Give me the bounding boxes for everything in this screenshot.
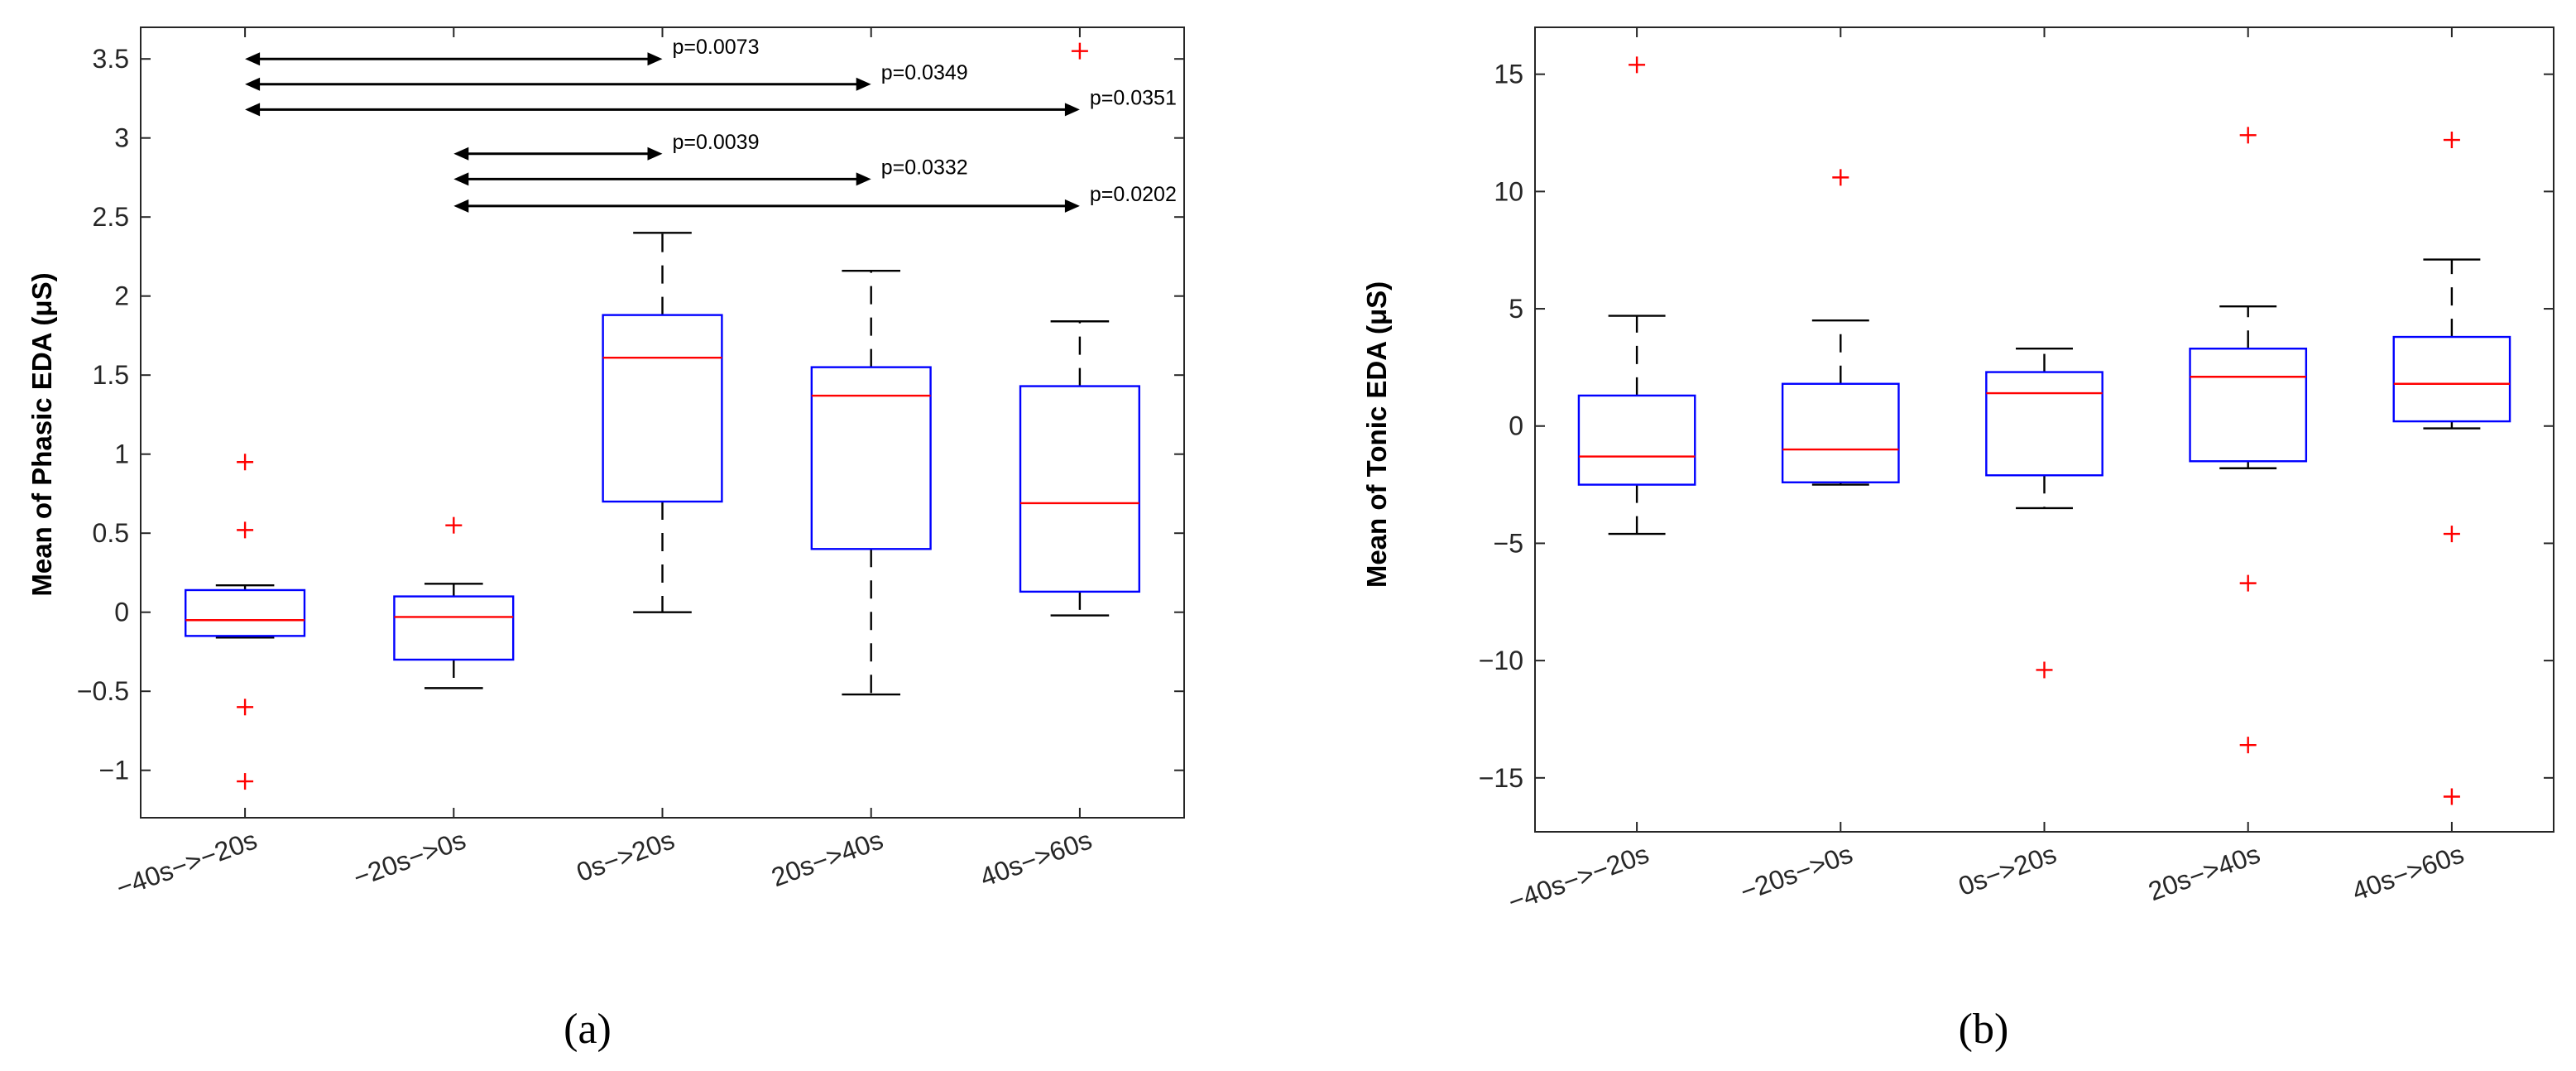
panel-a-axes-frame (140, 26, 1185, 819)
panel-b-outlier-marker (2239, 574, 2257, 592)
panel-b-category-label: 40s−>60s (2348, 838, 2468, 906)
panel-a-sig-arrowhead-left (245, 77, 261, 91)
panel-a-box (1019, 385, 1140, 593)
panel-a-sig-label: p=0.0073 (673, 36, 760, 59)
panel-b-box-group (1577, 56, 1696, 536)
panel-a-ytick-label: −1 (99, 756, 129, 785)
panel-a-box (602, 314, 723, 503)
panel-b-box-group (2392, 132, 2511, 805)
panel-b-box-group (2189, 127, 2308, 754)
panel-a-ytick-label: 2 (114, 281, 129, 311)
panel-b-category-label: −20s−>0s (1736, 838, 1856, 906)
panel-b-box (1985, 371, 2103, 477)
panel-a-sig-arrowhead-left (245, 52, 261, 66)
panel-b-category-label: 20s−>40s (2144, 838, 2263, 906)
panel-b-ytick-label: 10 (1494, 176, 1523, 206)
panel-a-sig-arrowhead-left (453, 199, 469, 213)
panel-a-ytick-label: 0 (114, 598, 129, 627)
panel-b-ytick-label: 15 (1494, 60, 1523, 89)
panel-a-outlier-marker (445, 516, 463, 534)
panel-b-outlier-marker (2443, 132, 2460, 149)
panel-a-sig-arrowhead-right (856, 172, 871, 186)
panel-b-box-group (1985, 348, 2103, 679)
panel-a-category-label: 40s−>60s (976, 824, 1096, 892)
panel-b-ytick-label: −15 (1479, 763, 1523, 793)
panel-b-box (2392, 335, 2511, 423)
panel-b-ytick-label: −10 (1479, 646, 1523, 675)
panel-b-ytick-label: 5 (1509, 294, 1523, 324)
panel-a-ytick-label: 3.5 (93, 44, 129, 74)
panel-b-box (1781, 382, 1900, 483)
panel-a-ylabel: Mean of Phasic EDA (μS) (26, 272, 57, 596)
panel-b: Mean of Tonic EDA (μS) (b) −15 −10 −5 0 5 10 1… (1361, 26, 2554, 1053)
panel-a-sig-arrowhead-right (647, 52, 663, 66)
panel-a-ytick-label: −0.5 (77, 676, 129, 706)
panel-a-box (393, 595, 515, 661)
panel-b-outlier-marker (2239, 127, 2257, 144)
panel-a-sig-arrowhead-right (1064, 103, 1080, 117)
panel-b-outlier-marker (2036, 661, 2053, 679)
panel-a-sig-label: p=0.0351 (1090, 86, 1177, 109)
panel-a-box-group (393, 516, 515, 689)
panel-a-sig-arrowhead-left (245, 103, 261, 117)
panel-a-outlier-marker (1071, 42, 1088, 60)
panel-a-outlier-marker (237, 699, 254, 716)
panel-b-outlier-marker (2443, 526, 2460, 543)
panel-b-category-label: −40s−>−20s (1504, 838, 1653, 917)
panel-a-ytick-label: 1.5 (93, 360, 129, 390)
panel-a-significance-annotation: p=0.0349 (245, 61, 968, 91)
panel-a-outlier-marker (237, 454, 254, 471)
panel-b-outlier-marker (2239, 737, 2257, 754)
panel-a-significance-annotation: p=0.0351 (245, 86, 1177, 117)
panel-a-caption: (a) (564, 1006, 612, 1053)
panel-a-ytick-label: 2.5 (93, 202, 129, 232)
panel-a-category-label: 0s−>20s (573, 824, 679, 887)
panel-a-significance-annotation: p=0.0202 (453, 183, 1177, 213)
panel-a-category-label: −20s−>0s (349, 824, 469, 892)
panel-a-sig-arrowhead-left (453, 146, 469, 161)
panel-b-outlier-marker (1832, 169, 1849, 186)
panel-a-sig-arrowhead-left (453, 172, 469, 186)
panel-a-category-label: −40s−>−20s (113, 824, 261, 903)
panel-b-box-group (1781, 169, 1900, 486)
panel-a-sig-arrowhead-right (856, 77, 871, 91)
panel-a-significance-annotation: p=0.0332 (453, 156, 968, 186)
panel-a-sig-label: p=0.0332 (881, 156, 968, 179)
panel-a-outlier-marker (237, 773, 254, 790)
panel-a-ytick-label: 1 (114, 439, 129, 469)
panel-a-category-label: 20s−>40s (767, 824, 886, 892)
panel-b-outlier-marker (2443, 788, 2460, 805)
panel-a-box-group (810, 269, 932, 696)
panel-a-box-group (185, 454, 306, 790)
panel-a-significance-annotation: p=0.0039 (453, 131, 759, 161)
panel-a-ytick-label: 3 (114, 123, 129, 153)
panel-a-sig-label: p=0.0202 (1090, 183, 1177, 206)
panel-a-outlier-marker (237, 521, 254, 539)
panel-a-box (185, 588, 306, 637)
panel-a-ytick-label: 0.5 (93, 518, 129, 548)
panel-b-category-label: 0s−>20s (1955, 838, 2060, 901)
panel-b-outlier-marker (1629, 56, 1646, 74)
panel-a-box-group (602, 232, 723, 613)
panel-b-ytick-label: 0 (1509, 411, 1523, 441)
panel-b-axes-frame (1534, 26, 2554, 833)
panel-b-ytick-label: −5 (1494, 528, 1523, 558)
panel-b-box (1577, 394, 1696, 486)
panel-a-sig-label: p=0.0039 (673, 131, 760, 154)
panel-a-sig-arrowhead-right (1064, 199, 1080, 213)
panel-a-box-group (1019, 42, 1140, 617)
panel-a: Mean of Phasic EDA (μS) (a) −1 −0.5 0 0.5 1 1… (26, 26, 1185, 1053)
panel-a-sig-label: p=0.0349 (881, 61, 968, 84)
panel-b-caption: (b) (1959, 1006, 2009, 1053)
panel-a-box (810, 366, 932, 550)
panel-b-ylabel: Mean of Tonic EDA (μS) (1361, 281, 1392, 588)
panel-a-sig-arrowhead-right (647, 146, 663, 161)
panel-b-box (2189, 348, 2308, 463)
panel-a-significance-annotation: p=0.0073 (245, 36, 760, 66)
